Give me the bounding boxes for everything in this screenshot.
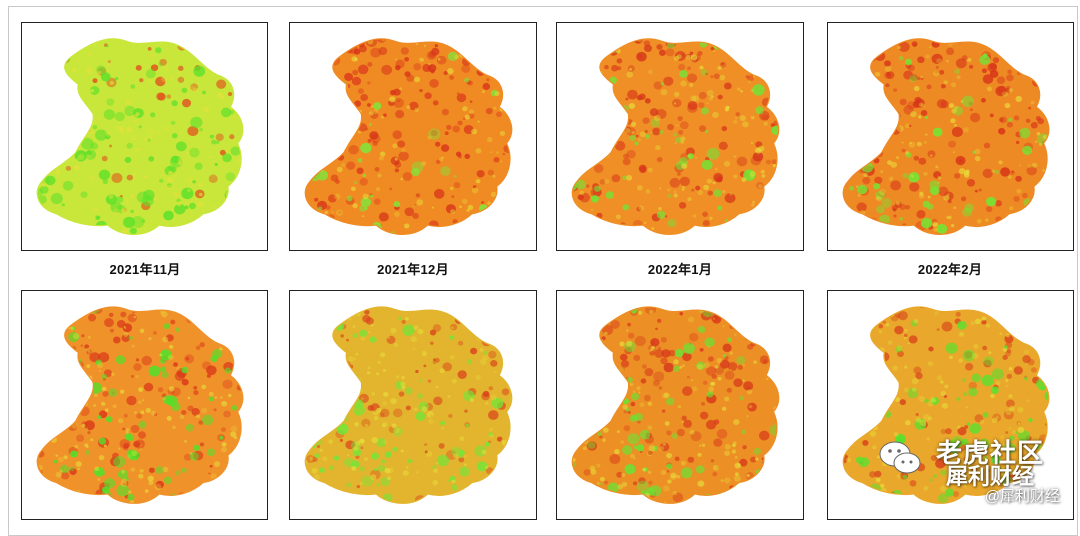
panel-caption: 2021年12月: [377, 262, 449, 277]
watermark-line2: 犀利财经: [945, 464, 1034, 489]
map-panel: [21, 290, 268, 520]
map-panel: [289, 290, 537, 520]
heat-map: [36, 306, 244, 504]
watermark-line1: 老虎社区: [935, 438, 1044, 468]
map-panel: [827, 290, 1074, 520]
map-panel: [289, 22, 537, 251]
heat-map: [36, 38, 244, 235]
panel-caption: 2022年1月: [647, 262, 713, 277]
panel-caption: 2021年11月: [109, 262, 181, 277]
heat-map: [571, 38, 780, 235]
heat-map: [571, 306, 780, 504]
heat-map: [842, 38, 1050, 235]
watermark-line3: @犀利财经: [984, 488, 1060, 505]
heat-map: [304, 306, 513, 504]
map-panel: [556, 290, 804, 520]
map-panel: [556, 22, 804, 251]
map-panel: [21, 22, 268, 251]
map-panel: [827, 22, 1074, 251]
wechat-icon: [879, 441, 921, 474]
watermark: 老虎社区 犀利财经 @犀利财经: [874, 433, 1064, 513]
heat-map: [842, 306, 1050, 504]
panel-caption: 2022年2月: [917, 262, 983, 277]
heat-map: [304, 38, 513, 235]
